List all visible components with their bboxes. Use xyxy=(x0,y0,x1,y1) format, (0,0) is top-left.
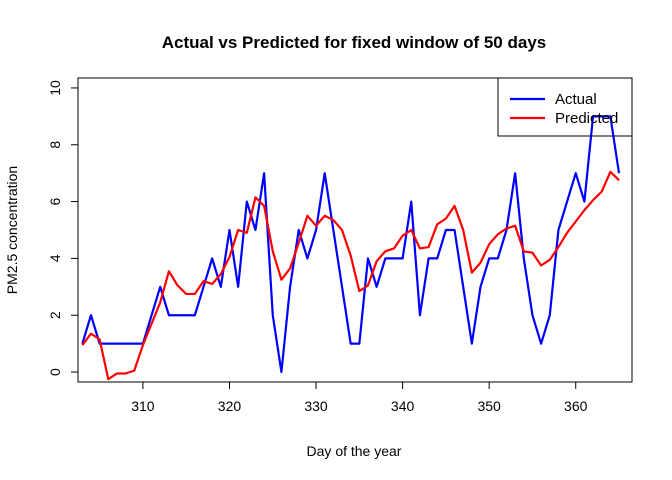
legend-box xyxy=(497,77,633,137)
y-tick-label: 0 xyxy=(47,368,63,376)
y-axis: 0 2 4 6 8 10 xyxy=(47,80,78,376)
legend: Actual Predicted xyxy=(497,77,633,137)
x-tick-label: 360 xyxy=(564,398,588,414)
legend-label-predicted: Predicted xyxy=(555,110,618,127)
y-tick-label: 2 xyxy=(47,311,63,319)
legend-label-actual: Actual xyxy=(555,91,597,108)
y-tick-label: 6 xyxy=(47,197,63,205)
chart-title: Actual vs Predicted for fixed window of … xyxy=(162,33,546,52)
y-tick-label: 10 xyxy=(47,80,63,96)
x-tick-label: 330 xyxy=(304,398,328,414)
y-tick-label: 8 xyxy=(47,141,63,149)
x-tick-label: 310 xyxy=(131,398,155,414)
series-layer xyxy=(81,115,621,381)
x-axis: 310 320 330 340 350 360 xyxy=(131,382,588,414)
x-axis-label: Day of the year xyxy=(307,443,402,459)
x-tick-label: 340 xyxy=(391,398,415,414)
series-line-predicted xyxy=(81,170,620,381)
y-axis-label: PM2.5 concentration xyxy=(4,166,20,294)
x-tick-label: 350 xyxy=(477,398,501,414)
series-line-actual xyxy=(81,115,621,374)
y-tick-label: 4 xyxy=(47,254,63,262)
x-tick-label: 320 xyxy=(218,398,242,414)
plot-frame xyxy=(77,77,633,383)
